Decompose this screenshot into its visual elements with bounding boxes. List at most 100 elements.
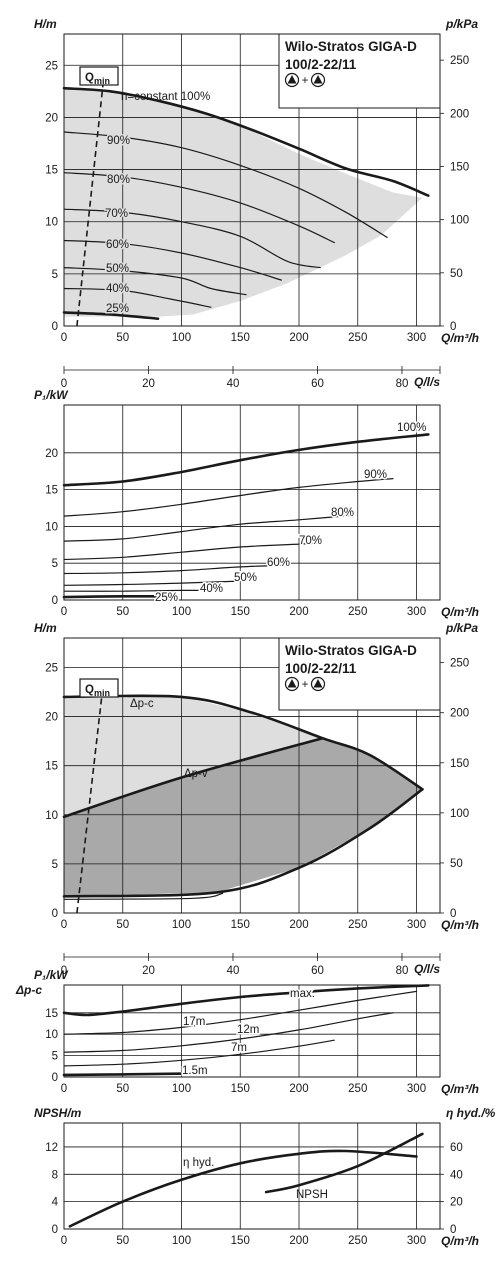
qmin-symbol: Q bbox=[85, 684, 94, 696]
y2-tick-label: 100 bbox=[450, 808, 469, 820]
x-tick-label: 100 bbox=[172, 606, 191, 618]
title-box bbox=[278, 33, 441, 109]
series-line bbox=[63, 1012, 394, 1053]
y2-tick-label: 0 bbox=[450, 1224, 456, 1236]
x-tick-label: 50 bbox=[116, 606, 129, 618]
y-axis-label: NPSH/m bbox=[34, 1106, 82, 1120]
y2-tick-label: 150 bbox=[450, 758, 469, 770]
curve-label: 40% bbox=[106, 283, 129, 295]
curve-label: 25% bbox=[106, 303, 129, 315]
title-box bbox=[278, 637, 441, 711]
ls-tick-label: 0 bbox=[61, 378, 67, 390]
x-tick-label: 250 bbox=[348, 919, 367, 931]
curve-label: NPSH bbox=[296, 1189, 328, 1201]
series-line bbox=[63, 564, 282, 575]
chart-ls1: 0 20 40 60 80 Q/l/s bbox=[61, 366, 441, 390]
ls-tick-label: 80 bbox=[396, 378, 409, 390]
chart-h1: 0 50 100 150 200 250 3000510152025050100150200… bbox=[34, 17, 479, 345]
plus-icon: + bbox=[302, 679, 309, 691]
series-line bbox=[63, 131, 388, 238]
curve-label: n=constant 100% bbox=[121, 91, 210, 103]
y-tick-label: 20 bbox=[45, 448, 58, 460]
dpv-region bbox=[64, 738, 423, 897]
qmin-box bbox=[79, 66, 119, 86]
chart-title: Wilo-Stratos GIGA-D bbox=[285, 39, 417, 54]
x-tick-label: 250 bbox=[348, 606, 367, 618]
plot-frame bbox=[63, 984, 441, 1078]
x-tick-label: 50 bbox=[116, 1235, 129, 1247]
y2-axis-label: p/kPa bbox=[445, 17, 478, 31]
x-tick-label: 200 bbox=[289, 1235, 308, 1247]
qmin-label: Qmin bbox=[85, 684, 110, 698]
y2-tick-label: 250 bbox=[450, 658, 469, 670]
y-tick-label: 0 bbox=[52, 595, 58, 607]
envelope-area bbox=[64, 88, 423, 317]
pump-triangle-icon bbox=[313, 679, 323, 688]
y2-axis-label: η hyd./% bbox=[446, 1106, 496, 1120]
series-line bbox=[264, 1132, 424, 1194]
y-tick-label: 15 bbox=[45, 485, 58, 497]
x-tick-label: 100 bbox=[172, 1235, 191, 1247]
y-tick-label: 5 bbox=[52, 269, 58, 281]
series-line bbox=[63, 172, 335, 244]
curve-label: 17m bbox=[183, 1016, 205, 1028]
chart-ls2: 0 20 40 60 80 Q/l/s bbox=[61, 953, 441, 977]
twin-pump-symbol: + bbox=[284, 676, 326, 692]
y-tick-label: 5 bbox=[52, 859, 58, 871]
curve-label: 1.5m bbox=[182, 1065, 208, 1077]
chart-title: Wilo-Stratos GIGA-D bbox=[285, 643, 417, 658]
plot-frame bbox=[63, 33, 441, 327]
x-tick-label: 100 bbox=[172, 919, 191, 931]
y-axis-label: P₁/kW bbox=[34, 388, 69, 402]
y2-tick-label: 0 bbox=[450, 908, 456, 920]
series-line bbox=[62, 86, 430, 197]
series-line bbox=[63, 542, 321, 561]
x-tick-label: 300 bbox=[407, 1235, 426, 1247]
chart-subtitle: 100/2-22/11 bbox=[285, 661, 357, 676]
y2-tick-label: 20 bbox=[450, 1197, 463, 1209]
series-line bbox=[63, 478, 394, 517]
qmin-line bbox=[76, 75, 105, 327]
qmin-symbol: Q bbox=[85, 72, 94, 84]
qmin-subscript: min bbox=[94, 76, 110, 86]
dpc-region bbox=[64, 696, 323, 817]
y-tick-label: 5 bbox=[52, 558, 58, 570]
x-tick-label: 150 bbox=[231, 919, 250, 931]
curve-label: 60% bbox=[106, 239, 129, 251]
ls-tick-label: 0 bbox=[61, 965, 67, 977]
ls-tick-label: 40 bbox=[227, 378, 240, 390]
y-tick-label: 15 bbox=[45, 761, 58, 773]
series-line bbox=[63, 239, 282, 281]
x-tick-label: 300 bbox=[407, 332, 426, 344]
curve-label: 25% bbox=[155, 592, 178, 604]
x-axis-label: Q/m³/h bbox=[441, 918, 479, 932]
curve-label: 80% bbox=[107, 174, 130, 186]
x-tick-label: 200 bbox=[289, 919, 308, 931]
x-tick-label: 200 bbox=[289, 332, 308, 344]
curve-label: 100% bbox=[397, 422, 426, 434]
series-line bbox=[62, 1072, 189, 1077]
x-tick-label: 300 bbox=[407, 606, 426, 618]
x-tick-label: 100 bbox=[172, 332, 191, 344]
curve-label: 70% bbox=[105, 208, 128, 220]
series-line bbox=[63, 990, 418, 1035]
series-line bbox=[63, 1039, 335, 1067]
ls-tick-label: 60 bbox=[311, 965, 324, 977]
operating-envelope bbox=[64, 88, 423, 317]
y-tick-label: 20 bbox=[45, 112, 58, 124]
series-line bbox=[63, 208, 321, 269]
curve-label: 90% bbox=[107, 135, 130, 147]
x-tick-label: 150 bbox=[231, 332, 250, 344]
plot-frame bbox=[63, 1122, 441, 1230]
x-tick-label: 0 bbox=[61, 1235, 67, 1247]
x-tick-label: 0 bbox=[61, 919, 67, 931]
x-tick-label: 300 bbox=[407, 1083, 426, 1095]
y-tick-label: 4 bbox=[52, 1197, 59, 1209]
pump-triangle-icon bbox=[287, 679, 297, 688]
y-axis-label-top: Δp-c bbox=[15, 983, 42, 997]
y-axis-label: H/m bbox=[34, 17, 57, 31]
x-tick-label: 0 bbox=[61, 606, 67, 618]
qmin-label: Qmin bbox=[85, 72, 110, 86]
y-tick-label: 25 bbox=[45, 662, 58, 674]
